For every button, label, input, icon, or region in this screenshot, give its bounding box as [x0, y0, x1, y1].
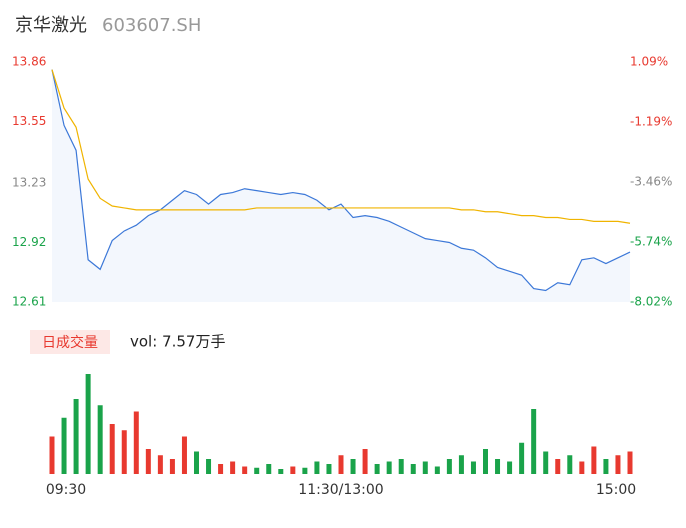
volume-text: vol: 7.57万手: [130, 333, 225, 351]
y-tick-label: 13.55: [12, 114, 46, 128]
volume-bar: [531, 409, 537, 474]
line-price: [51, 69, 631, 292]
volume-bar: [254, 467, 260, 474]
volume-bar: [362, 449, 368, 474]
volume-bar: [374, 464, 380, 474]
y2-tick-label: -3.46%: [630, 174, 672, 188]
stock-code: 603607.SH: [102, 15, 201, 36]
volume-bar: [446, 459, 452, 474]
volume-bar: [206, 459, 212, 474]
volume-bar: [591, 446, 597, 474]
y-tick-label: 13.23: [12, 175, 46, 189]
y-tick-label: 13.86: [12, 55, 46, 69]
volume-bar: [61, 417, 67, 474]
volume-bar: [410, 464, 416, 474]
volume-bar: [458, 455, 464, 474]
volume-bar: [181, 436, 187, 474]
volume-bar: [302, 467, 308, 474]
volume-bar: [157, 455, 163, 474]
volume-bar: [579, 461, 585, 474]
volume-bar: [145, 449, 151, 474]
volume-bar: [278, 469, 284, 474]
volume-bar: [121, 430, 127, 474]
volume-button-bg[interactable]: [30, 330, 110, 354]
volume-bar: [230, 461, 236, 474]
volume-bar: [218, 464, 224, 474]
volume-bar: [85, 374, 91, 474]
volume-bar: [543, 451, 549, 474]
stock-name: 京华激光: [15, 15, 87, 36]
price-area: [52, 69, 630, 303]
volume-bar: [169, 459, 175, 474]
volume-bar: [627, 451, 633, 474]
volume-bar: [97, 405, 103, 474]
volume-bar: [519, 442, 525, 474]
volume-bar: [507, 461, 513, 474]
volume-bar: [133, 411, 139, 474]
volume-bar: [603, 459, 609, 474]
volume-bar: [194, 451, 199, 474]
y-tick-label: 12.61: [12, 295, 46, 309]
y2-tick-label: -5.74%: [630, 234, 672, 248]
line-average: [51, 69, 631, 224]
volume-bar: [567, 455, 573, 474]
y2-tick-label: -8.02%: [630, 295, 672, 309]
volume-bar: [434, 466, 440, 474]
x-tick-label: 09:30: [46, 482, 86, 498]
volume-bar: [555, 459, 561, 474]
volume-button[interactable]: 日成交量: [42, 334, 98, 351]
volume-bar: [242, 466, 248, 474]
volume-bar: [495, 459, 501, 474]
y2-tick-label: 1.09%: [630, 55, 668, 69]
volume-bar: [266, 464, 272, 474]
x-tick-label: 11:30/13:00: [298, 482, 383, 498]
volume-bar: [73, 399, 79, 474]
volume-bar: [398, 459, 404, 474]
volume-bar: [314, 461, 320, 474]
volume-bar: [326, 464, 332, 474]
volume-bar: [338, 455, 344, 474]
x-tick-label: 15:00: [596, 482, 636, 498]
y2-tick-label: -1.19%: [630, 115, 672, 129]
volume-bar: [350, 459, 356, 474]
volume-bar: [483, 449, 488, 474]
volume-bar: [470, 461, 476, 474]
y-tick-label: 12.92: [12, 235, 46, 249]
volume-bar: [109, 424, 115, 474]
volume-bar: [422, 461, 428, 474]
volume-bar: [290, 466, 296, 474]
volume-bar: [49, 436, 55, 474]
volume-bar: [386, 461, 392, 474]
volume-bar: [615, 455, 621, 474]
